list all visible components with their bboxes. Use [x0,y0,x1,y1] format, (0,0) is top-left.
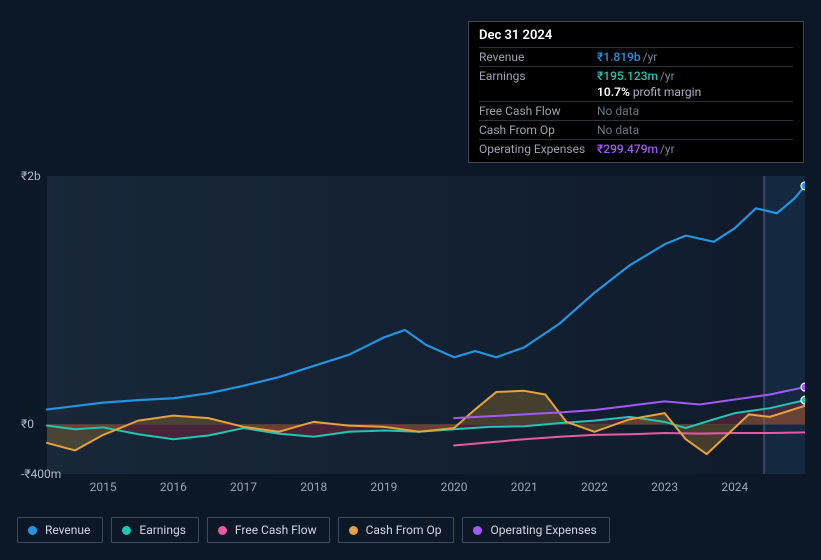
legend-item-cash-from-op[interactable]: Cash From Op [338,517,455,543]
tooltip-value: ₹299.479m/yr [597,142,675,156]
x-axis-label: 2022 [581,480,608,494]
tooltip-row-cfo: Cash From OpNo data [479,120,793,139]
x-axis-label: 2018 [300,480,327,494]
tooltip-label: Revenue [479,50,597,64]
x-axis-label: 2016 [160,480,187,494]
tooltip-value: ₹195.123m/yr [597,69,675,83]
legend-label: Revenue [45,523,90,537]
tooltip-value: No data [597,123,639,137]
tooltip-date: Dec 31 2024 [479,28,793,43]
legend-dot-icon [218,526,227,535]
tooltip-value: ₹1.819b/yr [597,50,657,64]
x-axis-label: 2023 [651,480,678,494]
x-axis-label: 2020 [441,480,468,494]
legend-label: Cash From Op [366,523,442,537]
x-axis-label: 2019 [370,480,397,494]
tooltip-value: No data [597,104,639,118]
tooltip-row-opex: Operating Expenses₹299.479m/yr [479,139,793,158]
legend-item-operating-expenses[interactable]: Operating Expenses [462,517,609,543]
y-axis-label: ₹0 [21,417,34,431]
tooltip-row-earnings: Earnings₹195.123m/yr [479,66,793,85]
x-axis-label: 2017 [230,480,257,494]
chart-legend: Revenue Earnings Free Cash Flow Cash From O… [17,517,610,543]
legend-dot-icon [122,526,131,535]
x-axis-label: 2024 [721,480,748,494]
legend-label: Operating Expenses [490,523,596,537]
tooltip-label: Operating Expenses [479,142,597,156]
tooltip-label: Cash From Op [479,123,597,137]
tooltip-label: Earnings [479,69,597,83]
legend-dot-icon [349,526,358,535]
legend-label: Free Cash Flow [235,523,317,537]
legend-item-revenue[interactable]: Revenue [17,517,103,543]
chart-tooltip: Dec 31 2024 Revenue₹1.819b/yrEarnings₹19… [468,21,804,163]
tooltip-label: Free Cash Flow [479,104,597,118]
legend-label: Earnings [139,523,186,537]
legend-dot-icon [28,526,37,535]
tooltip-subline: 10.7% profit margin [597,85,793,101]
y-axis-label: -₹400m [21,467,61,481]
x-axis-label: 2015 [90,480,117,494]
y-axis-label: ₹2b [21,169,41,183]
tooltip-row-revenue: Revenue₹1.819b/yr [479,47,793,66]
x-axis-label: 2021 [511,480,538,494]
financials-chart[interactable]: ₹2b₹0-₹400m 2015201620172018201920202021… [17,158,805,490]
tooltip-row-fcf: Free Cash FlowNo data [479,101,793,120]
legend-item-earnings[interactable]: Earnings [111,517,199,543]
legend-item-free-cash-flow[interactable]: Free Cash Flow [207,517,330,543]
legend-dot-icon [473,526,482,535]
